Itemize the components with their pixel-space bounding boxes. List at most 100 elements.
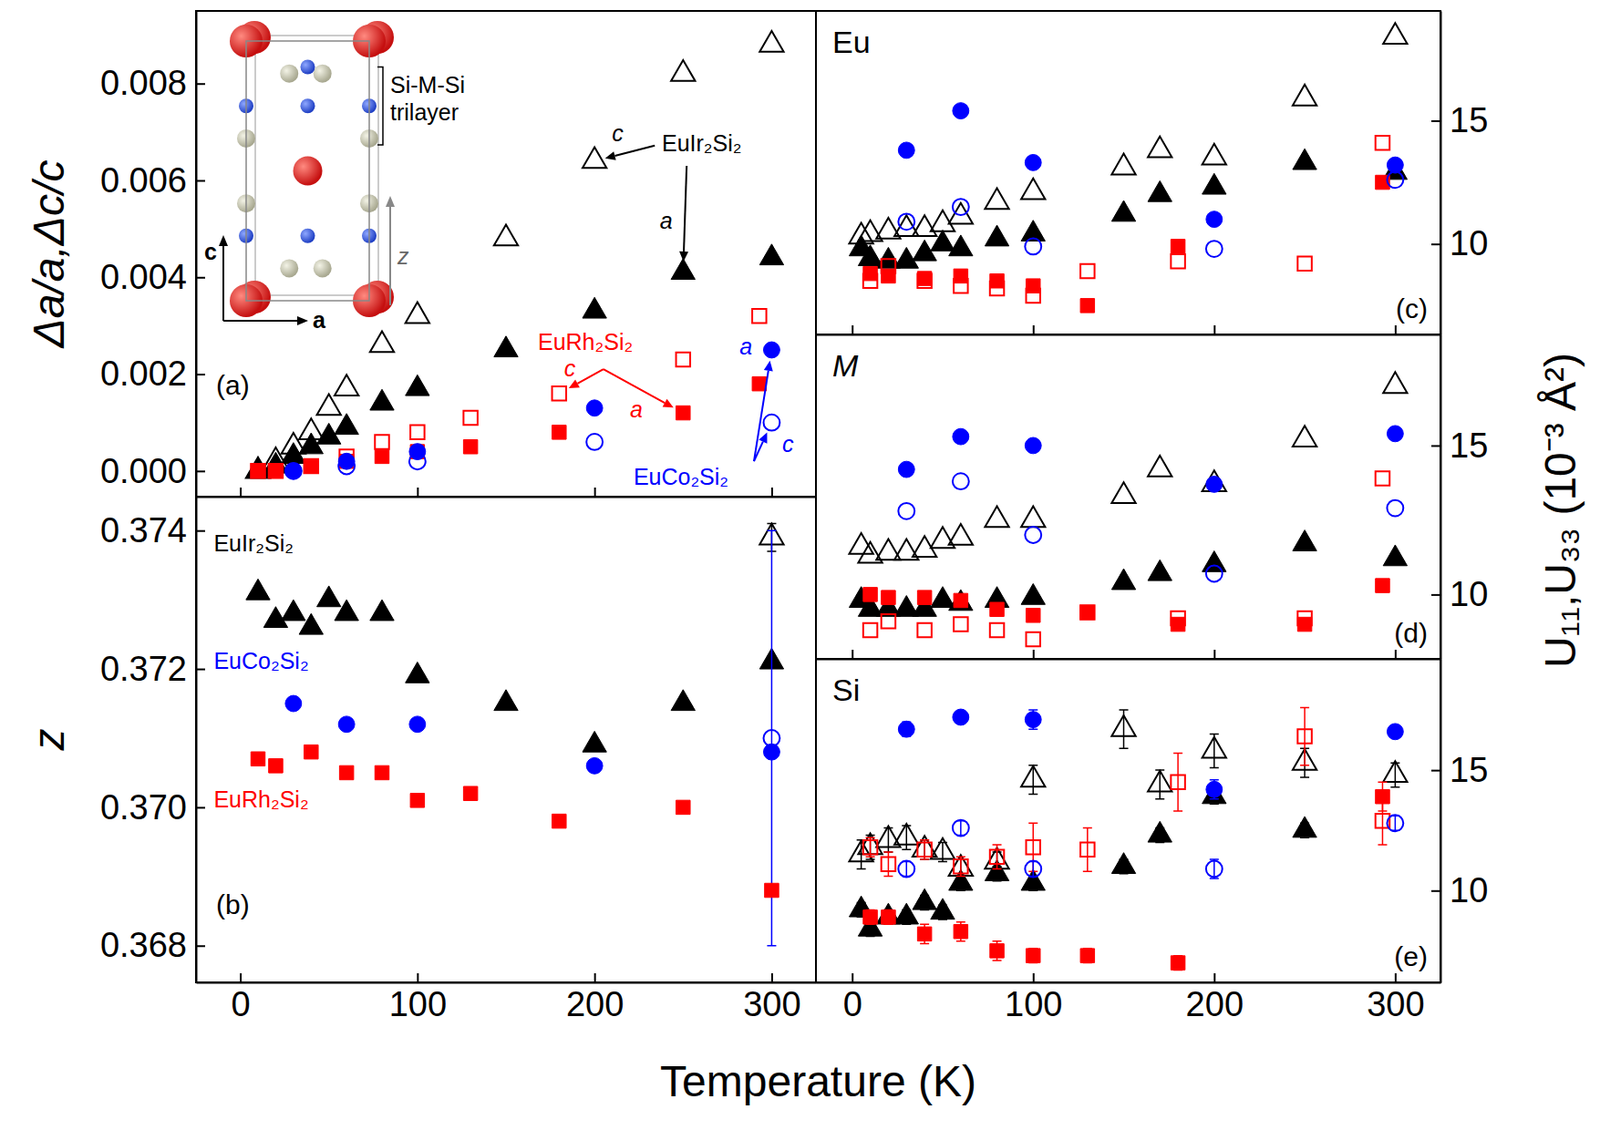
tick: 0.002 [100,354,206,393]
axis-line [1440,335,1443,661]
tick-mark [196,373,206,376]
plot-frame [196,10,816,497]
tick-mark [1032,973,1035,983]
series [763,530,781,947]
annotation-arrowhead [679,251,689,262]
tick-mark [594,973,597,983]
marker [912,536,937,558]
inset: Si-M-Sitrilayercaz [204,20,465,333]
tick: 200 [1186,973,1244,1024]
panel-title: Si [832,672,860,708]
marker [1297,617,1311,631]
series [898,425,1404,493]
marker [990,944,1004,959]
tick-label: 0.006 [100,161,187,200]
tick [852,650,854,660]
marker [898,721,915,738]
tick-label: 0 [843,985,863,1024]
marker [953,278,968,293]
marker [863,910,878,925]
marker [1024,237,1042,255]
marker [1147,455,1172,477]
panel: 0.0000.0020.0040.0060.008(a)Δa/a,Δc/cEuI… [24,10,817,498]
marker [1383,761,1407,783]
marker [917,927,931,941]
tick-mark [1213,650,1216,660]
marker [1375,135,1390,150]
marker [317,394,341,416]
axis-line [196,982,817,985]
marker [338,716,355,733]
marker [990,281,1004,296]
y-axis: 0.3680.3700.3720.374 [100,497,206,984]
tick-mark [196,470,206,473]
y-axis: 1015 [1431,11,1488,336]
plot-frame [815,659,1441,983]
marker [952,428,970,445]
marker [990,602,1004,617]
marker [1206,211,1223,228]
marker [1111,853,1136,875]
annotation-arrow [753,371,769,463]
plot-area [246,524,785,947]
panel-label: (b) [216,889,250,920]
marker [917,843,931,857]
tick: 300 [1366,973,1425,1024]
marker [1206,240,1223,258]
plot-frame [815,10,1441,335]
panel-label: (e) [1393,941,1428,972]
marker [281,599,306,621]
marker [863,840,878,855]
marker [752,376,766,391]
tick: 10 [1431,871,1488,910]
annotation: EuIr₂Si₂ [661,130,743,156]
marker [1024,712,1042,729]
x-axis: 0100200300 [816,973,1442,1024]
panel: 1015M(d)U₁₁,U₃₃ (10⁻³ Å²) [815,334,1585,669]
marker [863,623,878,638]
panel-title: Eu [832,24,871,60]
marker [374,449,389,464]
marker [953,859,968,874]
atom-si [313,64,332,83]
marker [670,60,695,82]
series [848,710,1407,879]
tick: 100 [389,973,447,1024]
series [848,371,1407,563]
axis-line [816,982,1442,985]
marker [1170,239,1185,254]
marker [285,463,302,480]
marker [1170,611,1185,626]
axis-arrow [223,320,300,322]
marker [409,716,426,733]
tick-mark [196,945,206,948]
marker [410,425,424,440]
tick-mark [851,650,854,660]
inset-label: trilayer [390,99,459,125]
marker [676,352,691,367]
tick-label: 300 [743,985,801,1024]
marker [374,434,389,449]
annotation: a [629,396,643,423]
marker [764,883,779,898]
marker [952,709,970,726]
marker [1024,154,1042,171]
marker [952,820,970,837]
marker [405,374,430,396]
marker [949,235,973,257]
series [250,744,779,898]
axis-arrowhead [385,196,395,207]
x-axis: 0100200300 [196,973,817,1024]
tick: 0.006 [100,161,206,200]
tick-mark [1394,973,1397,983]
tick [594,487,596,497]
marker [494,225,518,247]
annotations: EuIr₂Si₂caEuRh₂Si₂caEuCo₂Si₂ac [537,120,795,489]
figure: 0.0000.0020.0040.0060.008(a)Δa/a,Δc/cEuI… [0,0,1600,1130]
annotation: EuCo₂Si₂ [213,648,309,674]
marker [1386,500,1404,517]
marker [670,258,695,280]
error-bar [883,852,893,877]
marker [763,341,781,359]
marker [334,374,359,396]
